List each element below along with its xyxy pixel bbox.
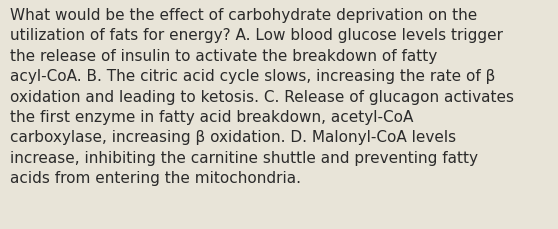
Text: What would be the effect of carbohydrate deprivation on the
utilization of fats : What would be the effect of carbohydrate… bbox=[10, 8, 514, 185]
